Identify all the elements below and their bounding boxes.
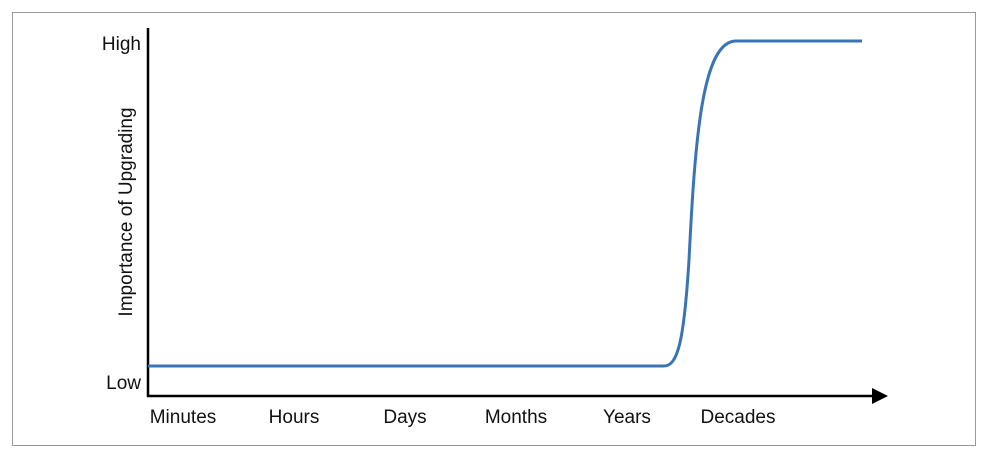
- x-label: Days: [383, 407, 426, 428]
- x-label: Months: [485, 407, 547, 428]
- x-label: Hours: [269, 407, 320, 428]
- frame: [12, 12, 976, 446]
- curve: [148, 39, 862, 368]
- y-label: High: [102, 34, 141, 55]
- x-label: Decades: [701, 407, 776, 428]
- y-axis-title: Importance of Upgrading: [116, 107, 137, 316]
- y-label: Low: [106, 373, 141, 394]
- x-label: Years: [603, 407, 651, 428]
- x-axis-arrow: [872, 388, 888, 404]
- x-label: Minutes: [150, 407, 217, 428]
